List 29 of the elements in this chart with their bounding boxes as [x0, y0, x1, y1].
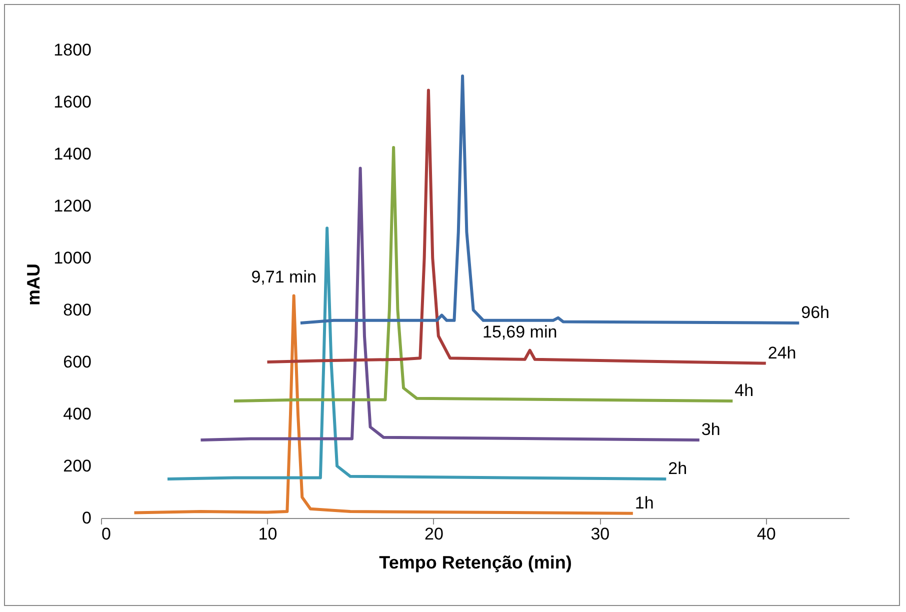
series-label: 96h	[801, 303, 830, 322]
annotation: 15,69 min	[482, 322, 558, 342]
y-tick-label: 400	[63, 404, 92, 424]
y-tick-label: 800	[63, 300, 92, 320]
x-tick-label: 40	[756, 524, 776, 544]
series-label: 24h	[768, 343, 796, 362]
x-tick-label: 30	[590, 524, 610, 544]
line-series	[232, 146, 734, 402]
y-tick-label: 1600	[54, 92, 92, 112]
series-label: 4h	[734, 381, 754, 400]
x-tick-label: 10	[258, 524, 278, 544]
y-tick-label: 200	[63, 456, 92, 476]
x-axis-title: Tempo Retenção (min)	[379, 552, 572, 572]
series-label: 3h	[701, 420, 720, 439]
series-label: 1h	[634, 493, 654, 512]
x-tick-label: 0	[102, 524, 111, 544]
annotation: 9,71 min	[251, 268, 316, 287]
y-axis-title: mAU	[24, 263, 44, 306]
y-tick-label: 600	[63, 352, 92, 372]
line-series	[166, 226, 668, 480]
line-series	[199, 166, 701, 442]
x-tick-label: 20	[424, 524, 444, 544]
series-label: 2h	[668, 459, 688, 478]
y-tick-label: 0	[82, 508, 92, 528]
y-tick-label: 1200	[54, 196, 92, 216]
y-tick-label: 1800	[54, 40, 92, 60]
y-tick-label: 1000	[54, 248, 92, 268]
y-tick-label: 1400	[54, 144, 92, 164]
line-series	[132, 294, 634, 515]
